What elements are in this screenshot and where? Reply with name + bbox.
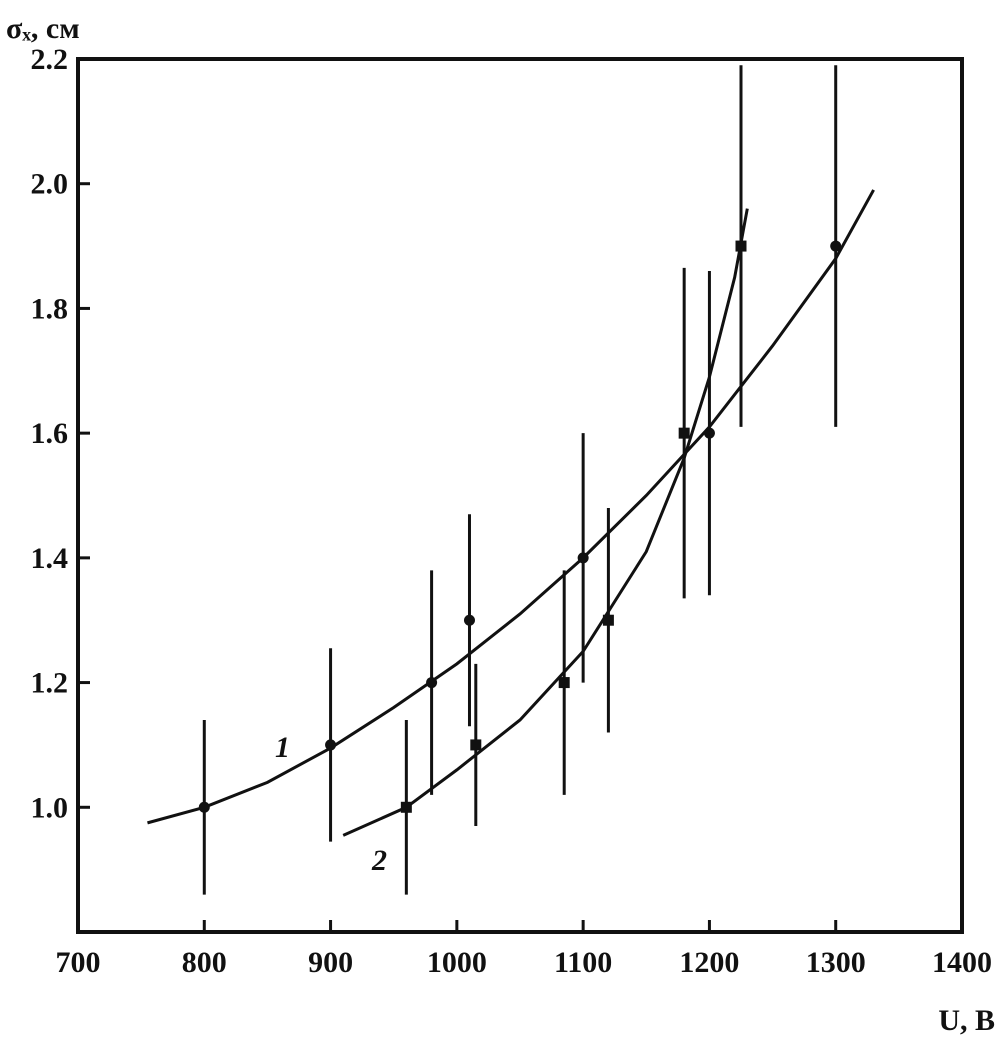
data-point: [325, 739, 337, 751]
x-tick-label: 1100: [554, 946, 612, 979]
y-tick-label: 1.2: [31, 667, 69, 700]
plot-frame: [76, 57, 964, 934]
y-tick-label: 1.0: [31, 791, 69, 824]
y-axis-label: σₓ, см: [6, 12, 80, 45]
y-tick-label: 2.2: [31, 43, 69, 76]
data-point: [400, 801, 412, 813]
data-point: [602, 614, 614, 626]
data-point: [470, 739, 482, 751]
x-axis-label: U, В: [938, 1004, 995, 1037]
curve-label: 2: [371, 844, 387, 877]
x-tick-label: 1200: [679, 946, 739, 979]
y-tick-label: 1.8: [31, 292, 69, 325]
curve-label: 1: [275, 731, 290, 764]
x-tick-label: 1300: [806, 946, 866, 979]
data-point: [703, 427, 715, 439]
x-tick-label: 900: [308, 946, 353, 979]
data-point: [678, 427, 690, 439]
x-tick-label: 1000: [427, 946, 487, 979]
x-tick-label: 1400: [932, 946, 992, 979]
data-point: [735, 240, 747, 252]
data-point: [830, 240, 842, 252]
y-tick-label: 1.4: [31, 542, 69, 575]
fit-curve: [342, 208, 749, 837]
data-point: [558, 677, 570, 689]
data-point: [577, 552, 589, 564]
data-point: [198, 801, 210, 813]
data-point: [426, 677, 438, 689]
fit-curve: [147, 189, 875, 825]
y-tick-label: 1.6: [31, 417, 69, 450]
x-tick-label: 700: [56, 946, 101, 979]
x-tick-label: 800: [182, 946, 227, 979]
data-point: [463, 614, 475, 626]
y-tick-label: 2.0: [31, 168, 69, 201]
